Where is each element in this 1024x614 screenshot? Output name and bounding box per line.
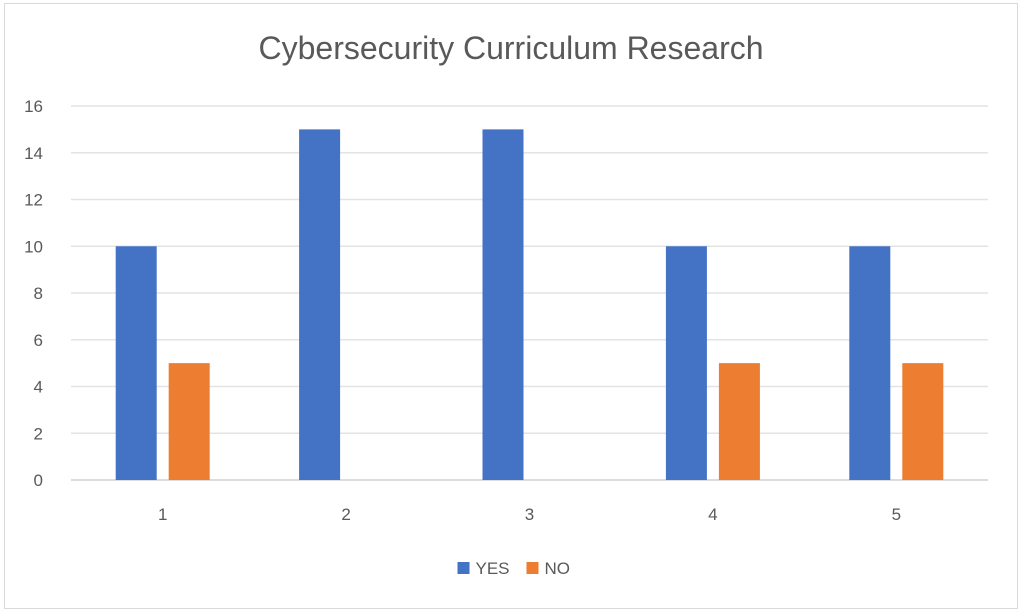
bar-yes-2 bbox=[299, 129, 341, 480]
x-tick-label: 1 bbox=[158, 505, 167, 524]
legend-swatch-no bbox=[526, 562, 539, 574]
bar-yes-5 bbox=[849, 246, 891, 480]
x-tick-label: 2 bbox=[341, 505, 350, 524]
bar-no-4 bbox=[718, 363, 760, 480]
y-tick-label: 14 bbox=[24, 144, 43, 163]
y-tick-label: 8 bbox=[34, 284, 43, 303]
bar-no-1 bbox=[168, 363, 210, 480]
y-tick-label: 10 bbox=[24, 237, 43, 256]
bar-no-5 bbox=[902, 363, 944, 480]
y-tick-label: 12 bbox=[24, 191, 43, 210]
gridlines bbox=[71, 105, 988, 481]
x-tick-label: 5 bbox=[892, 505, 901, 524]
bar-yes-4 bbox=[665, 246, 707, 480]
legend-label-yes: YES bbox=[476, 559, 510, 578]
x-tick-label: 4 bbox=[708, 505, 717, 524]
legend-swatch-yes bbox=[457, 562, 470, 574]
y-tick-label: 2 bbox=[34, 424, 43, 443]
legend-label-no: NO bbox=[545, 559, 571, 578]
y-tick-label: 4 bbox=[34, 378, 43, 397]
legend: YES NO bbox=[457, 559, 571, 578]
y-axis-ticks: 0 2 4 6 8 10 12 14 16 bbox=[24, 97, 43, 490]
y-tick-label: 6 bbox=[34, 331, 43, 350]
x-tick-label: 3 bbox=[525, 505, 534, 524]
y-tick-label: 0 bbox=[34, 471, 43, 490]
x-axis-ticks: 1 2 3 4 5 bbox=[158, 505, 901, 524]
y-tick-label: 16 bbox=[24, 97, 43, 116]
chart-title: Cybersecurity Curriculum Research bbox=[258, 30, 763, 66]
bar-yes-3 bbox=[482, 129, 524, 480]
bars bbox=[115, 129, 944, 480]
bar-yes-1 bbox=[115, 246, 157, 480]
